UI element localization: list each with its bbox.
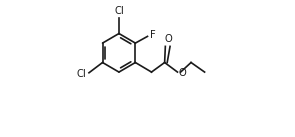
Text: O: O bbox=[179, 68, 187, 78]
Text: O: O bbox=[164, 34, 172, 44]
Text: Cl: Cl bbox=[114, 6, 124, 16]
Text: F: F bbox=[150, 30, 155, 40]
Text: Cl: Cl bbox=[77, 69, 86, 79]
